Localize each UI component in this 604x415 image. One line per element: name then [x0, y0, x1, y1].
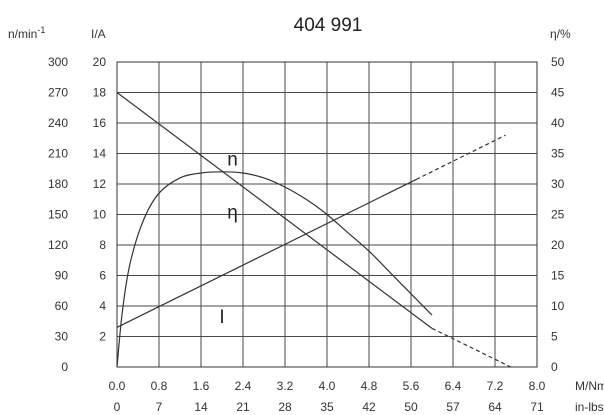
y-tick-label: 0 — [551, 360, 558, 374]
x-tick-label: 3.2 — [277, 379, 294, 393]
y-tick-label: 10 — [551, 299, 565, 313]
curve-current — [116, 178, 417, 328]
curve-extension-dashed — [431, 327, 512, 368]
y-tick-label: 2 — [99, 330, 106, 344]
torque-nm-ticks: 0.0 0.8 1.6 2.4 3.2 4.0 4.8 5.6 6.4 7.2 8.0 — [109, 379, 546, 393]
y-tick-label: 150 — [48, 208, 68, 222]
x-tick-label: 8.0 — [529, 379, 546, 393]
x-tick-label: 64 — [488, 400, 502, 414]
y-tick-label: 16 — [93, 116, 107, 130]
y-tick-label: 180 — [48, 177, 68, 191]
y-tick-label: 10 — [93, 208, 107, 222]
y-tick-label: 4 — [99, 299, 106, 313]
x-tick-label: 35 — [320, 400, 334, 414]
curve-label: I — [219, 307, 224, 328]
torque-nm-unit-label: M/Nm — [575, 379, 604, 393]
x-tick-label: 28 — [278, 400, 292, 414]
y-tick-label: 20 — [93, 55, 107, 69]
x-tick-label: 4.0 — [319, 379, 336, 393]
x-tick-label: 7.2 — [487, 379, 504, 393]
efficiency-unit-label: η/% — [550, 27, 571, 41]
y-tick-label: 18 — [93, 86, 107, 100]
x-tick-label: 57 — [446, 400, 460, 414]
y-tick-label: 120 — [48, 238, 68, 252]
x-tick-label: 42 — [362, 400, 376, 414]
y-tick-label: 210 — [48, 147, 68, 161]
x-tick-label: 6.4 — [445, 379, 462, 393]
curve-extension-dashed — [416, 134, 506, 180]
y-tick-label: 12 — [93, 177, 107, 191]
efficiency-axis-ticks: 0 5 10 15 20 25 30 35 40 45 50 — [551, 55, 565, 374]
x-tick-label: 0.0 — [109, 379, 126, 393]
torque-inlbs-ticks: 0 7 14 21 28 35 42 50 57 64 71 — [114, 400, 544, 414]
x-tick-label: 0.8 — [151, 379, 168, 393]
y-tick-label: 50 — [551, 55, 565, 69]
y-tick-label: 90 — [55, 269, 69, 283]
curve-label: η — [227, 202, 238, 223]
y-tick-label: 15 — [551, 269, 565, 283]
x-tick-label: 1.6 — [193, 379, 210, 393]
y-tick-label: 8 — [99, 238, 106, 252]
x-tick-label: 21 — [236, 400, 250, 414]
y-tick-label: 45 — [551, 86, 565, 100]
current-unit-label: I/A — [91, 27, 106, 41]
x-tick-label: 0 — [114, 400, 121, 414]
speed-unit-label: n/min-1 — [8, 25, 45, 41]
x-tick-label: 5.6 — [403, 379, 420, 393]
curves — [116, 92, 512, 368]
y-tick-label: 35 — [551, 147, 565, 161]
y-tick-label: 30 — [551, 177, 565, 191]
y-tick-label: 300 — [48, 55, 68, 69]
x-tick-label: 4.8 — [361, 379, 378, 393]
y-tick-label: 6 — [99, 269, 106, 283]
y-tick-label: 60 — [55, 299, 69, 313]
torque-inlbs-unit-label: in-lbs — [575, 400, 604, 414]
x-tick-label: 50 — [404, 400, 418, 414]
x-tick-label: 2.4 — [235, 379, 252, 393]
y-tick-label: 20 — [551, 238, 565, 252]
y-tick-label: 0 — [61, 360, 68, 374]
y-tick-label: 30 — [55, 330, 69, 344]
x-tick-label: 7 — [156, 400, 163, 414]
x-tick-label: 71 — [530, 400, 544, 414]
y-tick-label: 40 — [551, 116, 565, 130]
chart-title: 404 991 — [294, 15, 363, 36]
curve-speed — [116, 92, 433, 329]
current-axis-ticks: 2 4 6 8 10 12 14 16 18 20 — [93, 55, 107, 344]
plot-frame — [116, 61, 538, 368]
curve-efficiency — [116, 171, 433, 368]
x-tick-label: 14 — [194, 400, 208, 414]
y-tick-label: 14 — [93, 147, 107, 161]
curve-labels: n η I — [219, 150, 237, 329]
curve-label: n — [227, 150, 238, 171]
speed-axis-ticks: 0 30 60 90 120 150 180 210 240 270 300 — [48, 55, 68, 374]
y-tick-label: 240 — [48, 116, 68, 130]
y-tick-label: 270 — [48, 86, 68, 100]
y-tick-label: 5 — [551, 330, 558, 344]
y-tick-label: 25 — [551, 208, 565, 222]
